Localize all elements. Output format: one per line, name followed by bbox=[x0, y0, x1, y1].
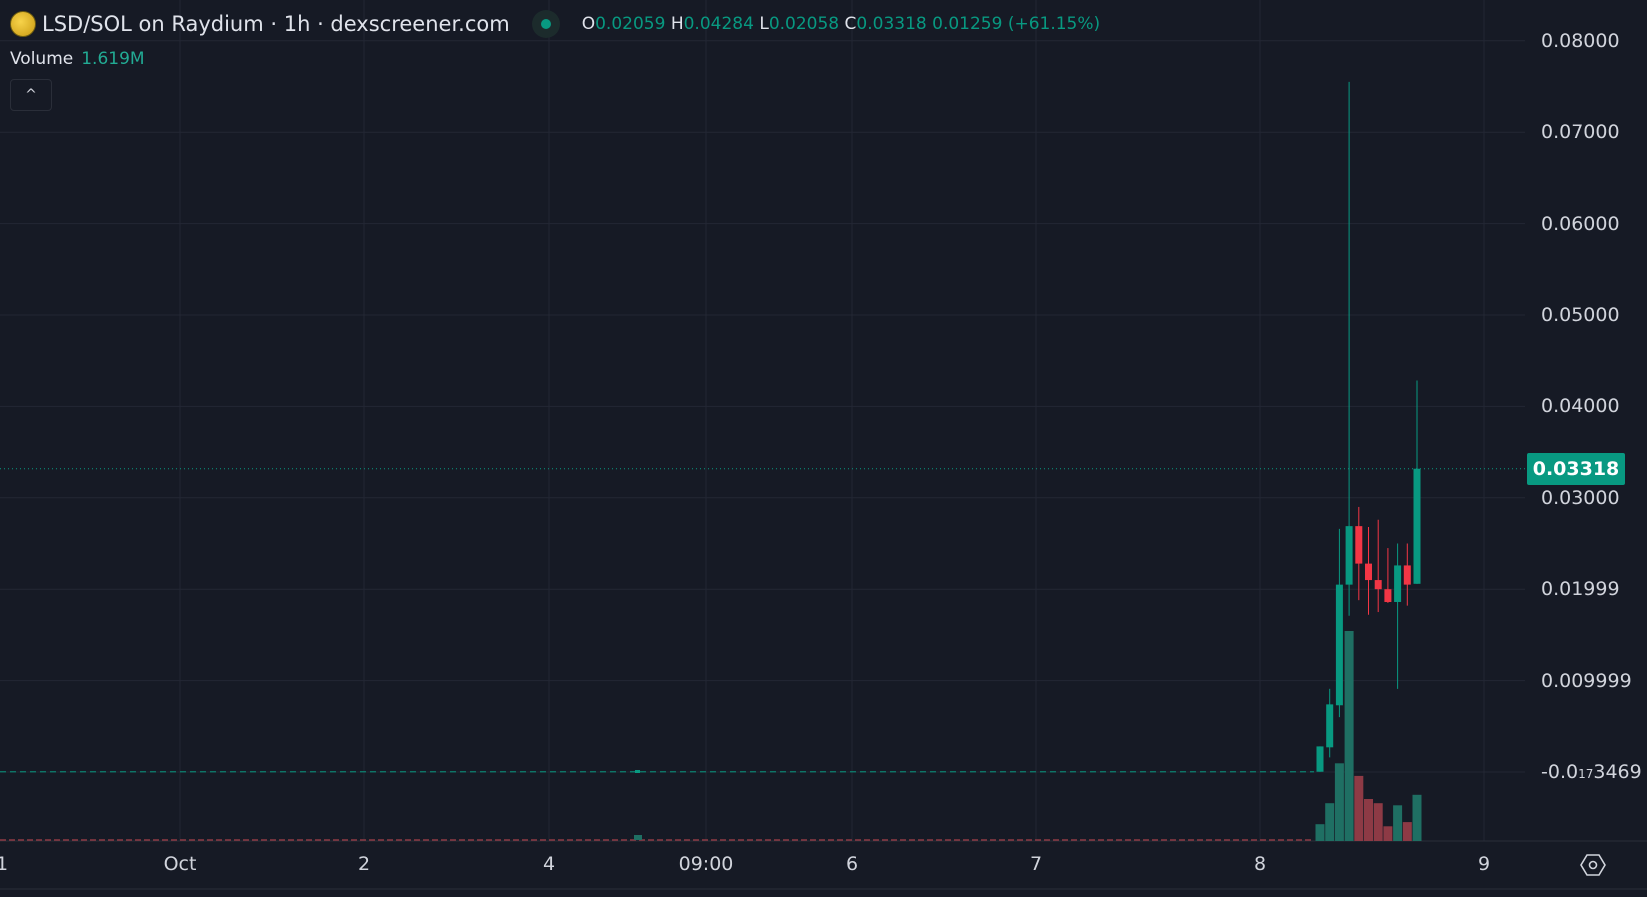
chevron-up-icon: ^ bbox=[25, 87, 37, 103]
collapse-button[interactable]: ^ bbox=[10, 79, 52, 111]
time-tick-label: Oct bbox=[163, 853, 197, 875]
price-tick-label: 0.08000 bbox=[1541, 29, 1620, 52]
volume-bar bbox=[1325, 803, 1335, 841]
price-tick-label: 0.04000 bbox=[1541, 395, 1620, 418]
small-candle bbox=[635, 770, 640, 773]
token-logo bbox=[10, 11, 36, 37]
volume-value: 1.619M bbox=[81, 49, 145, 69]
candle-body bbox=[1374, 580, 1382, 590]
volume-bar bbox=[1393, 805, 1403, 841]
price-tick-low: -0.0173469 bbox=[1541, 761, 1642, 783]
candle-body bbox=[1326, 704, 1334, 748]
price-tick-label: 0.009999 bbox=[1541, 669, 1632, 692]
time-tick-label: 6 bbox=[845, 853, 859, 875]
volume-bar bbox=[1354, 775, 1364, 841]
price-tick-label: 0.03000 bbox=[1541, 486, 1620, 509]
candle-body bbox=[1394, 565, 1402, 602]
candle-body bbox=[1316, 746, 1324, 772]
small-volume-bar bbox=[634, 835, 642, 840]
volume-bar bbox=[1373, 803, 1383, 841]
volume-bar bbox=[1412, 794, 1422, 841]
time-tick-label: 2 bbox=[357, 853, 371, 875]
chart-title: LSD/SOL on Raydium · 1h · dexscreener.co… bbox=[42, 12, 510, 36]
volume-bar bbox=[1334, 763, 1344, 841]
time-tick-label: 1 bbox=[0, 853, 9, 875]
volume-bar bbox=[1402, 822, 1412, 841]
volume-bar bbox=[1344, 631, 1354, 841]
volume-legend: Volume 1.619M bbox=[10, 49, 145, 69]
price-tick-label: 0.05000 bbox=[1541, 304, 1620, 326]
current-price-label: 0.03318 bbox=[1527, 453, 1625, 485]
time-tick-label: 9 bbox=[1477, 853, 1491, 875]
candle-body bbox=[1384, 589, 1392, 602]
price-tick-label: 0.07000 bbox=[1541, 121, 1620, 144]
candle-body bbox=[1403, 565, 1411, 585]
ohlc-readout: O0.02059 H0.04284 L0.02058 C0.03318 0.01… bbox=[581, 14, 1101, 34]
candle-body bbox=[1413, 468, 1421, 584]
price-change: 0.01259 (+61.15%) bbox=[932, 14, 1101, 34]
chart-legend: LSD/SOL on Raydium · 1h · dexscreener.co… bbox=[10, 10, 1100, 38]
candle-body bbox=[1335, 584, 1343, 706]
green-dot-icon bbox=[531, 10, 560, 38]
time-tick-label: 8 bbox=[1253, 853, 1267, 875]
price-tick-label: 0.06000 bbox=[1541, 212, 1620, 235]
hexagon-settings-icon[interactable] bbox=[1580, 852, 1606, 878]
volume-bar bbox=[1364, 799, 1373, 841]
volume-bar bbox=[1315, 824, 1325, 841]
time-tick-label: 09:00 bbox=[678, 853, 734, 875]
candle-body bbox=[1345, 526, 1353, 585]
time-tick-label: 7 bbox=[1029, 853, 1043, 875]
volume-bar bbox=[1383, 826, 1393, 841]
time-tick-label: 4 bbox=[542, 853, 556, 875]
candle-body bbox=[1365, 563, 1372, 581]
price-tick-label: 0.01999 bbox=[1541, 578, 1620, 601]
candle-body bbox=[1355, 526, 1363, 564]
